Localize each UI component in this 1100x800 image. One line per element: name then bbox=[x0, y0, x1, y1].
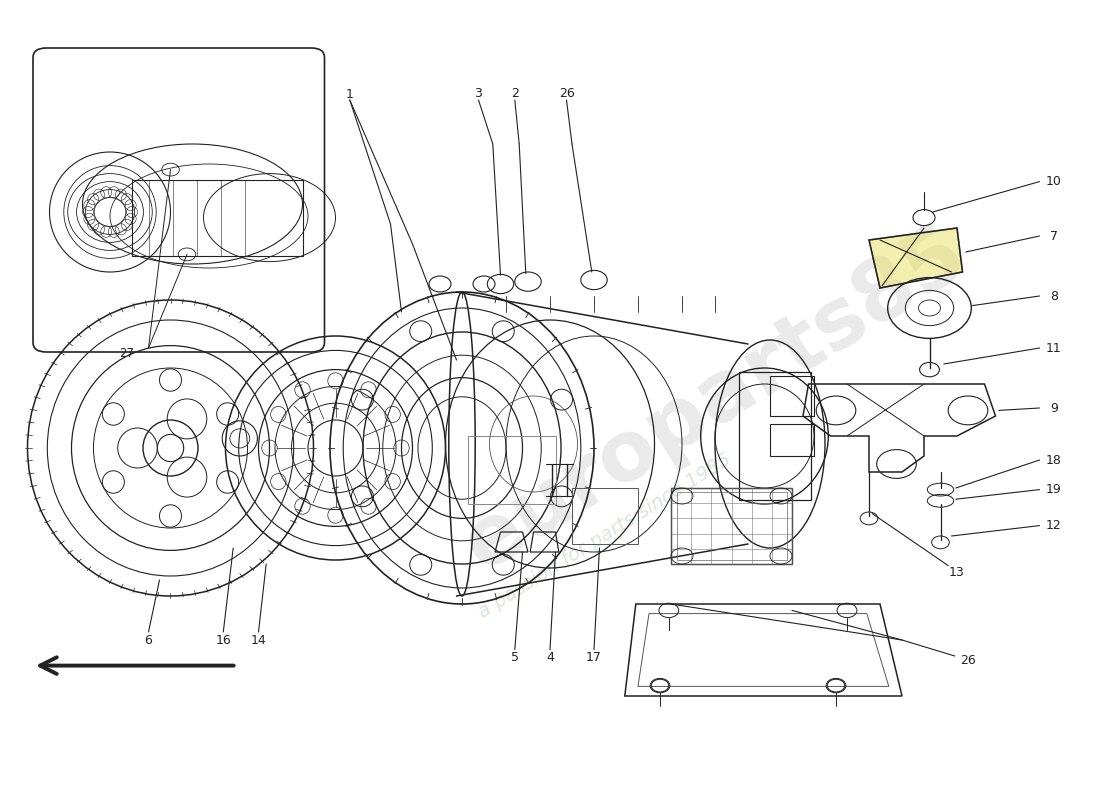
Text: 9: 9 bbox=[1049, 402, 1058, 414]
Text: 5: 5 bbox=[510, 651, 519, 664]
Bar bbox=[739, 372, 811, 500]
Bar bbox=[468, 436, 556, 504]
Bar bbox=[770, 424, 814, 456]
Text: 4: 4 bbox=[546, 651, 554, 664]
Text: 7: 7 bbox=[1049, 230, 1058, 242]
Text: 17: 17 bbox=[586, 651, 602, 664]
Bar bbox=[676, 492, 786, 560]
Bar bbox=[770, 376, 814, 416]
Text: 26: 26 bbox=[559, 87, 574, 100]
Text: 26: 26 bbox=[960, 654, 976, 666]
Text: 13: 13 bbox=[949, 566, 965, 578]
Text: 16: 16 bbox=[216, 634, 231, 646]
Text: 1: 1 bbox=[345, 88, 354, 101]
Text: 18: 18 bbox=[1046, 454, 1062, 466]
Text: 14: 14 bbox=[251, 634, 266, 646]
Polygon shape bbox=[869, 228, 962, 288]
Bar bbox=[132, 180, 302, 256]
Text: europarts85: europarts85 bbox=[449, 213, 981, 587]
Text: 6: 6 bbox=[144, 634, 153, 646]
Text: 8: 8 bbox=[1049, 290, 1058, 302]
Text: 12: 12 bbox=[1046, 519, 1062, 532]
Text: 10: 10 bbox=[1046, 175, 1062, 188]
Bar bbox=[572, 488, 638, 544]
Bar bbox=[671, 488, 792, 564]
Text: a passion for parts since 1985: a passion for parts since 1985 bbox=[475, 450, 735, 622]
Text: 11: 11 bbox=[1046, 342, 1062, 354]
Text: 27: 27 bbox=[119, 347, 134, 360]
Text: 19: 19 bbox=[1046, 483, 1062, 496]
Text: 2: 2 bbox=[510, 87, 519, 100]
Text: 3: 3 bbox=[474, 87, 483, 100]
